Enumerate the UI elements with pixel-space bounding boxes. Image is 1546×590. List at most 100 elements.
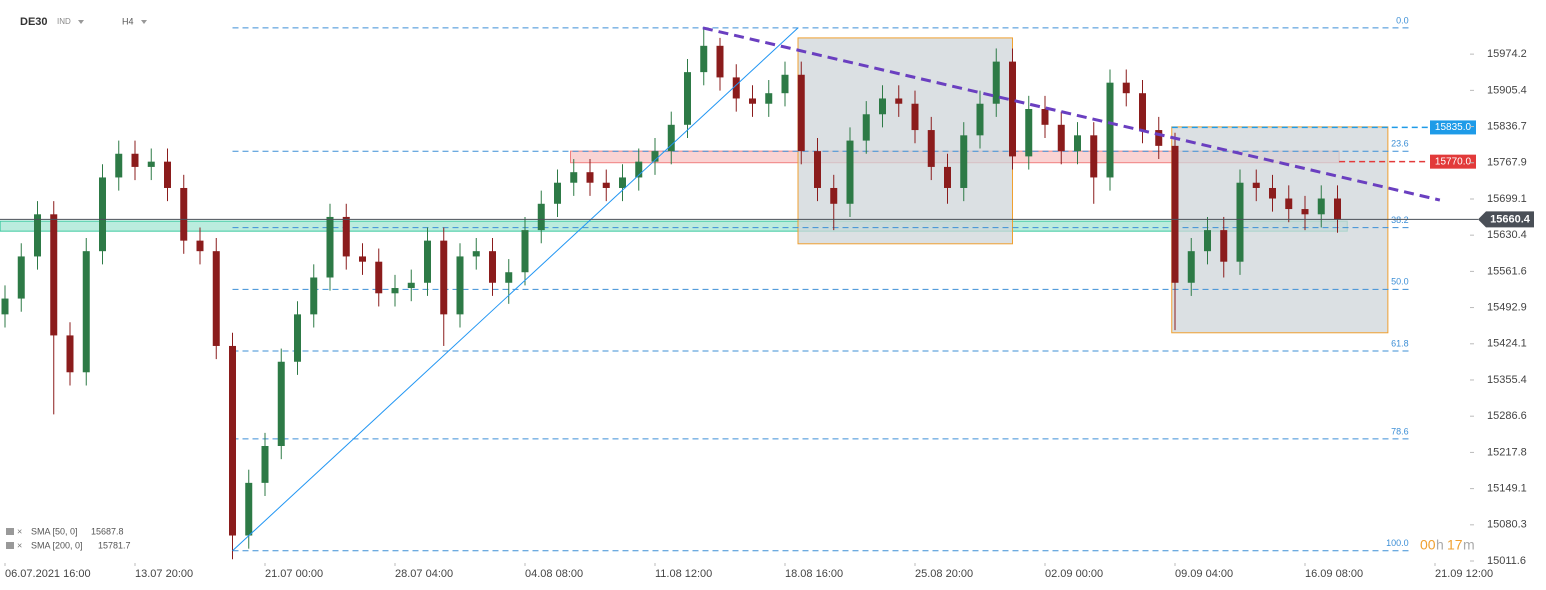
fib-label: 100.0 (1386, 538, 1409, 548)
candle-body (1009, 61, 1016, 157)
sma-value: 15687.8 (91, 526, 124, 536)
level-label: 15835.0 (1435, 122, 1472, 133)
candle-body (196, 240, 204, 252)
y-tick-label: 15149.1 (1487, 483, 1527, 495)
candle-body (1285, 198, 1293, 210)
candle-body (440, 240, 448, 315)
candle-body (716, 45, 724, 78)
y-tick-label: 15836.7 (1487, 120, 1527, 132)
candle-body (732, 77, 740, 99)
candle-body (927, 130, 935, 167)
candle-body (1236, 182, 1244, 262)
candle-body (1106, 82, 1114, 178)
last-price-tag (1478, 211, 1534, 228)
last-price-label: 15660.4 (1490, 213, 1531, 225)
candle-body (895, 98, 903, 104)
fib-label: 78.6 (1391, 426, 1409, 436)
candle-body (992, 61, 1000, 104)
timer-part: m (1463, 537, 1475, 553)
candle-body (17, 256, 25, 299)
candle-body (667, 124, 675, 152)
candle-body (294, 314, 301, 362)
candle-body (862, 114, 870, 141)
sma-remove: × (17, 526, 22, 536)
candle-body (797, 74, 805, 152)
candle-body (1025, 108, 1033, 157)
candle-body (1187, 251, 1195, 283)
y-tick-label: 15011.6 (1487, 555, 1526, 567)
candle-body (82, 251, 90, 373)
candle-body (911, 103, 919, 131)
candle-body (229, 345, 236, 536)
candle-body (261, 445, 269, 483)
candle-body (765, 93, 773, 104)
x-tick-label: 28.07 04:00 (395, 568, 453, 580)
y-tick-label: 15217.8 (1487, 446, 1527, 458)
x-tick-label: 13.07 20:00 (135, 568, 193, 580)
candle-body (879, 98, 886, 115)
candle-body (960, 135, 968, 188)
candle-body (277, 361, 285, 446)
candle-body (1171, 145, 1179, 283)
candle-body (1057, 124, 1065, 152)
x-tick-label: 06.07.2021 16:00 (5, 568, 91, 580)
candle-body (326, 216, 334, 278)
fib-label: 50.0 (1391, 277, 1409, 287)
fib-label: 23.6 (1391, 139, 1409, 149)
fib-label: 0.0 (1396, 15, 1409, 25)
x-tick-label: 18.08 16:00 (785, 568, 843, 580)
y-tick-label: 15630.4 (1487, 229, 1527, 241)
y-tick-label: 15699.1 (1487, 193, 1527, 205)
candle-body (586, 172, 594, 183)
candle-body (131, 153, 139, 167)
dropdown-icon[interactable] (141, 20, 147, 24)
sma-label: SMA [50, 0] (31, 526, 78, 536)
y-tick-label: 15974.2 (1487, 48, 1527, 60)
candle-body (375, 261, 383, 294)
level-label: 15770.0 (1435, 156, 1472, 167)
sma-icon (6, 542, 14, 549)
fib-label: 38.2 (1391, 215, 1409, 225)
fib-label: 61.8 (1391, 338, 1409, 348)
candle-body (66, 335, 74, 373)
candle-body (846, 140, 854, 204)
timer-part: 00 (1420, 537, 1436, 553)
range-box (1171, 126, 1389, 334)
candle-body (976, 103, 984, 136)
candle-body (1220, 230, 1228, 262)
candle-body (602, 182, 610, 188)
candle-body (1, 298, 9, 315)
x-tick-label: 25.08 20:00 (915, 568, 973, 580)
y-tick-label: 15286.6 (1487, 410, 1527, 422)
candle-body (521, 230, 529, 273)
candle-body (50, 214, 58, 336)
dropdown-icon[interactable] (78, 20, 84, 24)
trendline (702, 26, 1441, 202)
candle-body (1334, 198, 1341, 220)
y-tick-label: 15080.3 (1487, 519, 1527, 531)
candle-body (212, 251, 220, 346)
level-tag (1430, 120, 1476, 135)
timeframe[interactable]: H4 (122, 16, 134, 26)
timer-part: h (1436, 537, 1444, 553)
x-tick-label: 11.08 12:00 (655, 568, 712, 580)
candle-body (1122, 82, 1130, 94)
y-tick-label: 15424.1 (1487, 338, 1527, 350)
candle-body (99, 177, 106, 252)
y-tick-label: 15355.4 (1487, 374, 1527, 386)
timer-part: 17 (1447, 537, 1463, 553)
zone (0, 220, 1348, 232)
y-tick-label: 15905.4 (1487, 84, 1527, 96)
candle-body (1269, 187, 1276, 199)
x-tick-label: 04.08 08:00 (525, 568, 583, 580)
sma-icon (6, 528, 14, 535)
candle-body (1252, 182, 1260, 188)
candle-body (651, 151, 659, 162)
candle-body (830, 187, 838, 204)
candle-body (1155, 130, 1163, 146)
symbol[interactable]: DE30 (20, 16, 48, 28)
x-tick-label: 21.07 00:00 (265, 568, 323, 580)
x-tick-label: 09.09 04:00 (1175, 568, 1233, 580)
candle-body (147, 161, 155, 167)
